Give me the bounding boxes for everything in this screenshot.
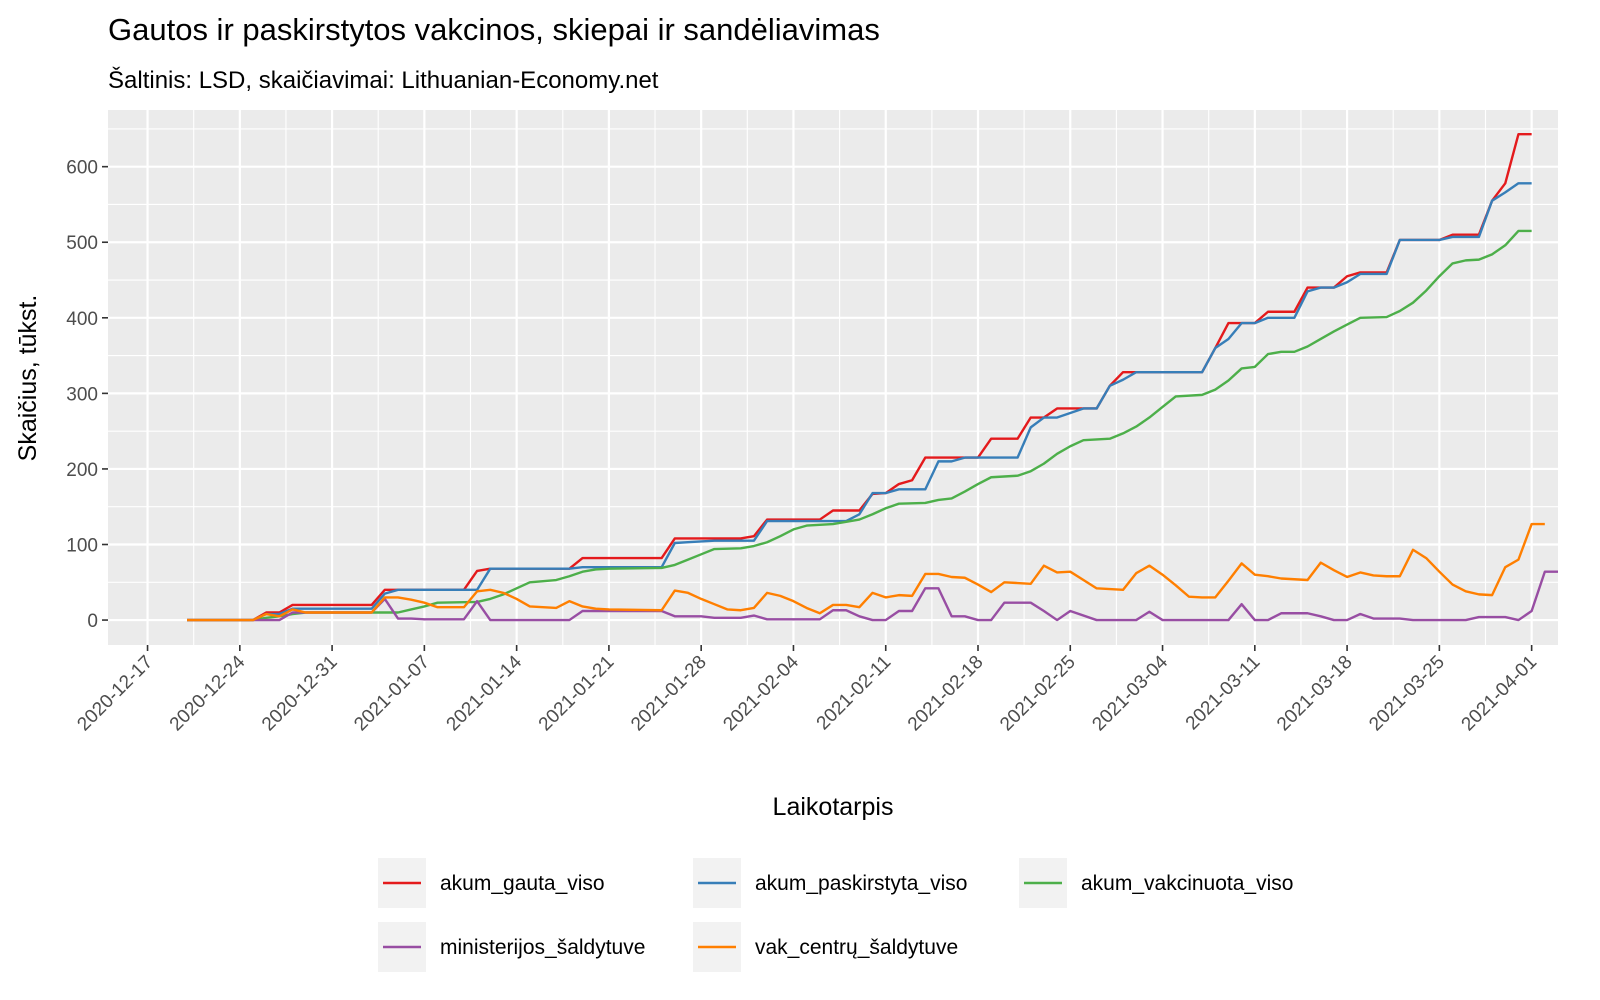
series-line-ministerijos_šaldytuve (187, 570, 1558, 622)
x-axis-title: Laikotarpis (773, 793, 894, 821)
grid-major (108, 110, 1558, 645)
x-tick-label: 2021-03-04 (1088, 651, 1172, 735)
series-line-akum_gauta_viso (187, 132, 1532, 622)
x-tick-label: 2021-03-18 (1273, 652, 1357, 736)
x-axis: 2020-12-17 2020-12-24 2020-12-31 2021-01-07… (73, 645, 1541, 735)
x-tick-label: 2021-01-07 (350, 652, 434, 736)
x-tick-label: 2021-02-11 (813, 652, 896, 735)
x-tick-label: 2021-02-04 (719, 651, 803, 735)
x-tick-label: 2021-04-01 (1458, 652, 1542, 736)
y-tick-label: 500 (66, 233, 98, 254)
y-tick-label: 0 (87, 611, 98, 632)
legend: akum_gauta_viso akum_paskirstyta_viso akum… (378, 858, 1293, 972)
series-layer (187, 132, 1558, 622)
legend-label: ministerijos_šaldytuve (440, 936, 645, 959)
series-line-akum_vakcinuota_viso (187, 229, 1532, 622)
plot-panel (108, 110, 1558, 645)
x-tick-label: 2021-01-14 (443, 651, 527, 735)
y-tick-label: 100 (66, 535, 98, 556)
y-tick-label: 300 (66, 384, 98, 405)
x-tick-label: 2021-02-18 (904, 652, 988, 736)
y-tick-label: 200 (66, 460, 98, 481)
y-tick-label: 600 (66, 158, 98, 179)
y-tick-label: 400 (66, 309, 98, 330)
x-tick-label: 2020-12-31 (258, 652, 342, 736)
legend-label: akum_paskirstyta_viso (755, 872, 967, 895)
y-axis: 0 100 200 300 400 500 600 (66, 158, 108, 632)
x-tick-label: 2020-12-17 (73, 652, 157, 736)
legend-label: akum_vakcinuota_viso (1081, 872, 1293, 895)
x-tick-label: 2021-02-25 (996, 652, 1080, 736)
legend-label: vak_centrų_šaldytuve (755, 936, 958, 959)
x-tick-label: 2021-03-11 (1182, 652, 1265, 735)
x-tick-label: 2021-01-28 (627, 652, 711, 736)
series-line-vak_centrų_šaldytuve (187, 522, 1545, 622)
chart-subtitle: Šaltinis: LSD, skaičiavimai: Lithuanian-… (108, 66, 659, 94)
x-tick-label: 2020-12-24 (166, 651, 250, 735)
series-line-akum_paskirstyta_viso (187, 182, 1532, 622)
legend-label: akum_gauta_viso (440, 872, 605, 895)
y-axis-title: Skaičius, tūkst. (14, 295, 42, 462)
x-tick-label: 2021-01-21 (535, 652, 619, 736)
x-tick-label: 2021-03-25 (1365, 652, 1449, 736)
chart-title: Gautos ir paskirstytos vakcinos, skiepai… (108, 12, 880, 47)
